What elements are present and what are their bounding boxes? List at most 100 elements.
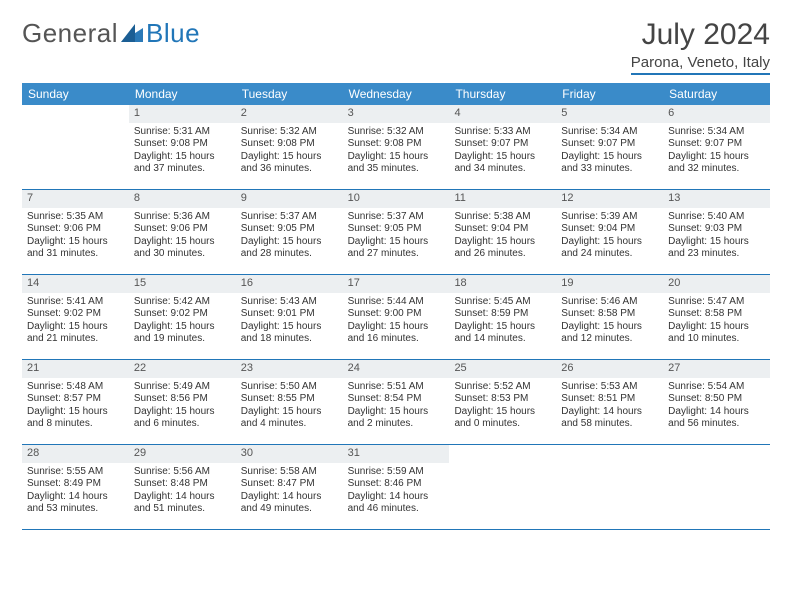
day-number: 31 <box>343 445 450 463</box>
sunrise-text: Sunrise: 5:51 AM <box>348 381 445 394</box>
sunset-text: Sunset: 8:48 PM <box>134 478 231 491</box>
calendar-cell: 4Sunrise: 5:33 AMSunset: 9:07 PMDaylight… <box>449 105 556 189</box>
day-body: Sunrise: 5:43 AMSunset: 9:01 PMDaylight:… <box>236 293 343 351</box>
daylight-text: and 36 minutes. <box>241 163 338 176</box>
day-number: 1 <box>129 105 236 123</box>
day-body: Sunrise: 5:32 AMSunset: 9:08 PMDaylight:… <box>343 123 450 181</box>
sunrise-text: Sunrise: 5:44 AM <box>348 296 445 309</box>
sunset-text: Sunset: 9:00 PM <box>348 308 445 321</box>
day-body: Sunrise: 5:41 AMSunset: 9:02 PMDaylight:… <box>22 293 129 351</box>
calendar-cell: 25Sunrise: 5:52 AMSunset: 8:53 PMDayligh… <box>449 360 556 444</box>
day-body: Sunrise: 5:42 AMSunset: 9:02 PMDaylight:… <box>129 293 236 351</box>
calendar-cell: 28Sunrise: 5:55 AMSunset: 8:49 PMDayligh… <box>22 445 129 529</box>
calendar-cell: 17Sunrise: 5:44 AMSunset: 9:00 PMDayligh… <box>343 275 450 359</box>
sunrise-text: Sunrise: 5:55 AM <box>27 466 124 479</box>
sunset-text: Sunset: 9:06 PM <box>134 223 231 236</box>
calendar-cell: 19Sunrise: 5:46 AMSunset: 8:58 PMDayligh… <box>556 275 663 359</box>
sunset-text: Sunset: 9:07 PM <box>668 138 765 151</box>
daylight-text: Daylight: 15 hours <box>241 321 338 334</box>
calendar-cell: 21Sunrise: 5:48 AMSunset: 8:57 PMDayligh… <box>22 360 129 444</box>
calendar-cell: 23Sunrise: 5:50 AMSunset: 8:55 PMDayligh… <box>236 360 343 444</box>
week-row: 1Sunrise: 5:31 AMSunset: 9:08 PMDaylight… <box>22 105 770 190</box>
day-body: Sunrise: 5:35 AMSunset: 9:06 PMDaylight:… <box>22 208 129 266</box>
day-body: Sunrise: 5:37 AMSunset: 9:05 PMDaylight:… <box>236 208 343 266</box>
daylight-text: and 56 minutes. <box>668 418 765 431</box>
sunset-text: Sunset: 8:49 PM <box>27 478 124 491</box>
sunrise-text: Sunrise: 5:49 AM <box>134 381 231 394</box>
day-body: Sunrise: 5:40 AMSunset: 9:03 PMDaylight:… <box>663 208 770 266</box>
daylight-text: Daylight: 15 hours <box>668 321 765 334</box>
sunset-text: Sunset: 9:08 PM <box>348 138 445 151</box>
day-number: 23 <box>236 360 343 378</box>
sunrise-text: Sunrise: 5:53 AM <box>561 381 658 394</box>
sunset-text: Sunset: 9:07 PM <box>561 138 658 151</box>
sunset-text: Sunset: 8:47 PM <box>241 478 338 491</box>
daylight-text: Daylight: 14 hours <box>241 491 338 504</box>
sunset-text: Sunset: 8:50 PM <box>668 393 765 406</box>
daylight-text: Daylight: 15 hours <box>668 151 765 164</box>
sunrise-text: Sunrise: 5:47 AM <box>668 296 765 309</box>
day-number: 14 <box>22 275 129 293</box>
daylight-text: Daylight: 15 hours <box>241 151 338 164</box>
day-number: 27 <box>663 360 770 378</box>
daylight-text: and 4 minutes. <box>241 418 338 431</box>
day-number: 21 <box>22 360 129 378</box>
sunrise-text: Sunrise: 5:41 AM <box>27 296 124 309</box>
calendar-cell: 31Sunrise: 5:59 AMSunset: 8:46 PMDayligh… <box>343 445 450 529</box>
day-number: 3 <box>343 105 450 123</box>
sunset-text: Sunset: 8:55 PM <box>241 393 338 406</box>
week-row: 7Sunrise: 5:35 AMSunset: 9:06 PMDaylight… <box>22 190 770 275</box>
dow-tuesday: Tuesday <box>236 83 343 105</box>
day-body: Sunrise: 5:53 AMSunset: 8:51 PMDaylight:… <box>556 378 663 436</box>
sunrise-text: Sunrise: 5:37 AM <box>348 211 445 224</box>
daylight-text: and 27 minutes. <box>348 248 445 261</box>
day-number: 19 <box>556 275 663 293</box>
daylight-text: Daylight: 15 hours <box>134 321 231 334</box>
calendar-cell: 18Sunrise: 5:45 AMSunset: 8:59 PMDayligh… <box>449 275 556 359</box>
day-number: 15 <box>129 275 236 293</box>
day-body: Sunrise: 5:45 AMSunset: 8:59 PMDaylight:… <box>449 293 556 351</box>
dow-row: SundayMondayTuesdayWednesdayThursdayFrid… <box>22 83 770 105</box>
daylight-text: and 51 minutes. <box>134 503 231 516</box>
calendar-cell: 6Sunrise: 5:34 AMSunset: 9:07 PMDaylight… <box>663 105 770 189</box>
sunrise-text: Sunrise: 5:33 AM <box>454 126 551 139</box>
calendar-cell: 24Sunrise: 5:51 AMSunset: 8:54 PMDayligh… <box>343 360 450 444</box>
day-body: Sunrise: 5:52 AMSunset: 8:53 PMDaylight:… <box>449 378 556 436</box>
day-number: 12 <box>556 190 663 208</box>
sunrise-text: Sunrise: 5:32 AM <box>241 126 338 139</box>
sunrise-text: Sunrise: 5:52 AM <box>454 381 551 394</box>
daylight-text: and 33 minutes. <box>561 163 658 176</box>
daylight-text: Daylight: 15 hours <box>134 236 231 249</box>
calendar-cell: 27Sunrise: 5:54 AMSunset: 8:50 PMDayligh… <box>663 360 770 444</box>
sunrise-text: Sunrise: 5:46 AM <box>561 296 658 309</box>
sunrise-text: Sunrise: 5:50 AM <box>241 381 338 394</box>
sunrise-text: Sunrise: 5:31 AM <box>134 126 231 139</box>
daylight-text: and 30 minutes. <box>134 248 231 261</box>
daylight-text: and 14 minutes. <box>454 333 551 346</box>
day-number: 16 <box>236 275 343 293</box>
sunrise-text: Sunrise: 5:59 AM <box>348 466 445 479</box>
calendar-cell: 16Sunrise: 5:43 AMSunset: 9:01 PMDayligh… <box>236 275 343 359</box>
daylight-text: Daylight: 15 hours <box>561 236 658 249</box>
day-body: Sunrise: 5:31 AMSunset: 9:08 PMDaylight:… <box>129 123 236 181</box>
daylight-text: Daylight: 15 hours <box>348 236 445 249</box>
daylight-text: Daylight: 15 hours <box>27 236 124 249</box>
day-body: Sunrise: 5:44 AMSunset: 9:00 PMDaylight:… <box>343 293 450 351</box>
day-body: Sunrise: 5:32 AMSunset: 9:08 PMDaylight:… <box>236 123 343 181</box>
calendar-cell: 8Sunrise: 5:36 AMSunset: 9:06 PMDaylight… <box>129 190 236 274</box>
sunset-text: Sunset: 9:04 PM <box>454 223 551 236</box>
daylight-text: Daylight: 15 hours <box>454 236 551 249</box>
sunset-text: Sunset: 8:53 PM <box>454 393 551 406</box>
sunset-text: Sunset: 8:57 PM <box>27 393 124 406</box>
day-body: Sunrise: 5:48 AMSunset: 8:57 PMDaylight:… <box>22 378 129 436</box>
day-body: Sunrise: 5:37 AMSunset: 9:05 PMDaylight:… <box>343 208 450 266</box>
calendar-cell <box>22 105 129 189</box>
calendar-cell: 5Sunrise: 5:34 AMSunset: 9:07 PMDaylight… <box>556 105 663 189</box>
daylight-text: and 18 minutes. <box>241 333 338 346</box>
sunrise-text: Sunrise: 5:56 AM <box>134 466 231 479</box>
dow-wednesday: Wednesday <box>343 83 450 105</box>
sunrise-text: Sunrise: 5:34 AM <box>668 126 765 139</box>
day-number: 4 <box>449 105 556 123</box>
location-label: Parona, Veneto, Italy <box>631 54 770 75</box>
daylight-text: Daylight: 15 hours <box>348 151 445 164</box>
